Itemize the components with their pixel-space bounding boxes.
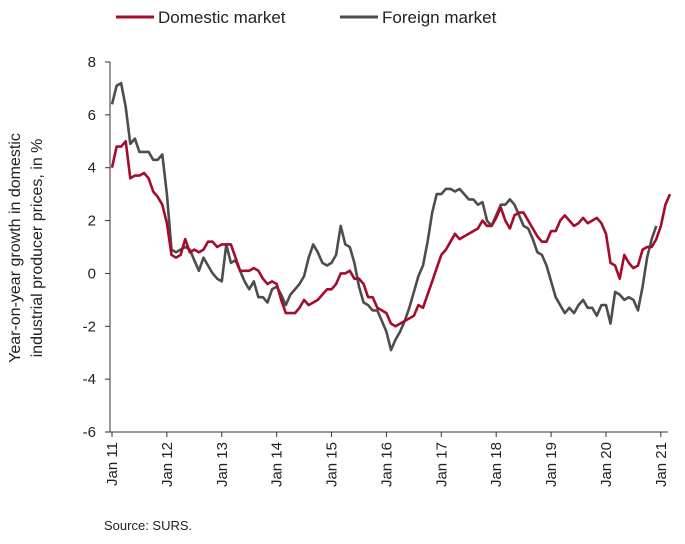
legend: Domestic market Foreign market (116, 8, 497, 27)
y-axis-title-line-2: industrial producer prices, in % (29, 139, 46, 358)
x-tick-label: Jan 21 (653, 442, 670, 487)
source-note: Source: SURS. (104, 518, 192, 533)
y-tick-label: 8 (88, 54, 96, 71)
x-tick-label: Jan 14 (269, 442, 286, 487)
y-axis-title: Year-on-year growth in domestic industri… (7, 133, 46, 363)
x-tick-label: Jan 18 (488, 442, 505, 487)
y-tick-label: -6 (83, 424, 96, 441)
x-axis-ticks: Jan 11 Jan 12 Jan 13 Jan 14 Jan 15 Jan 16 Jan … (104, 432, 670, 487)
legend-label-foreign: Foreign market (382, 8, 497, 27)
series-line-domestic (110, 140, 672, 328)
x-tick-label: Jan 13 (214, 442, 231, 487)
series-line-foreign (110, 81, 658, 352)
plot-frame (109, 62, 668, 433)
x-tick-label: Jan 16 (378, 442, 395, 487)
y-tick-label: 4 (88, 160, 96, 177)
x-tick-label: Jan 19 (543, 442, 560, 487)
y-tick-label: -4 (83, 371, 96, 388)
y-tick-label: -2 (83, 318, 96, 335)
y-axis-title-line-1: Year-on-year growth in domestic (7, 133, 24, 363)
y-tick-label: 6 (88, 107, 96, 124)
x-tick-label: Jan 12 (159, 442, 176, 487)
x-tick-label: Jan 20 (598, 442, 615, 487)
x-tick-label: Jan 15 (324, 442, 341, 487)
y-tick-label: 2 (88, 213, 96, 230)
y-axis-ticks: 8 6 4 2 0 -2 -4 -6 (83, 54, 110, 441)
x-tick-label: Jan 17 (433, 442, 450, 487)
x-tick-label: Jan 11 (104, 442, 121, 486)
legend-label-domestic: Domestic market (158, 8, 286, 27)
y-tick-label: 0 (88, 265, 96, 282)
series-layer (110, 81, 672, 352)
